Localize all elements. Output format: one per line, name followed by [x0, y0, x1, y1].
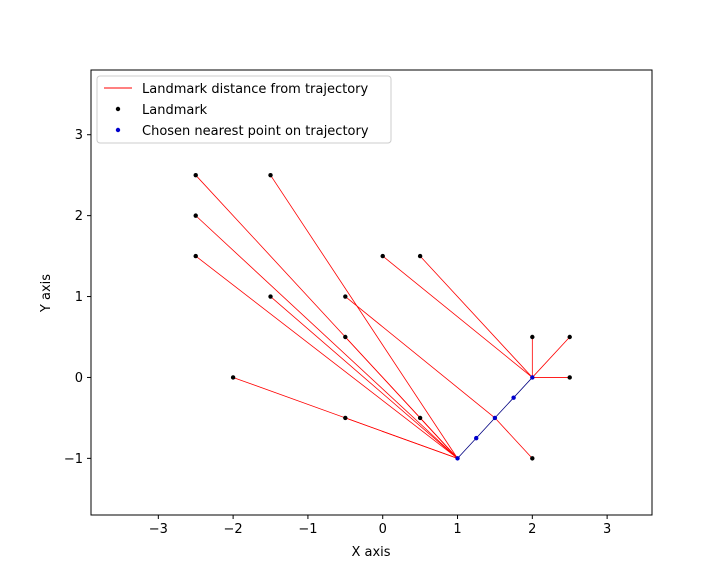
legend-label-distance: Landmark distance from trajectory [142, 82, 368, 97]
distance-line [345, 417, 458, 459]
landmark-point [343, 334, 348, 340]
distance-line [494, 417, 533, 459]
landmark-point [380, 253, 385, 259]
legend: Landmark distance from trajectory Landma… [96, 75, 392, 144]
distance-line [532, 336, 571, 378]
y-tick-label: −1 [64, 452, 83, 467]
x-tick-label: −2 [224, 522, 243, 537]
distance-line [195, 215, 458, 459]
distance-line [419, 417, 458, 459]
distance-line [270, 174, 458, 459]
landmark-point [343, 415, 348, 421]
chosen-point [492, 415, 498, 421]
landmark-point [230, 375, 236, 380]
landmark-point [417, 415, 423, 421]
plot-area [90, 69, 653, 516]
landmark-point [530, 334, 535, 340]
x-tick-label: −3 [149, 522, 168, 537]
distance-line [270, 296, 458, 459]
axis-ticks: −3 −2 −1 0 1 2 3 −1 0 1 2 3 [64, 128, 611, 537]
chosen-point [455, 456, 460, 461]
landmark-point [193, 253, 198, 259]
landmark-point [193, 172, 198, 178]
distance-line [419, 255, 533, 378]
legend-label-chosen: Chosen nearest point on trajectory [142, 124, 369, 139]
chosen-point [511, 395, 516, 400]
landmark-point [268, 172, 273, 178]
distance-line [382, 255, 533, 378]
y-axis-label: Y axis [39, 274, 54, 313]
plot-frame [90, 69, 653, 516]
landmark-point [567, 375, 572, 380]
landmark-point [343, 294, 348, 299]
y-tick-label: 1 [75, 290, 83, 305]
landmark-point [530, 456, 535, 461]
chosen-point [530, 375, 535, 380]
y-tick-label: 3 [75, 128, 83, 143]
x-tick-label: 2 [528, 522, 536, 537]
legend-landmark-swatch [115, 106, 121, 112]
distance-line [195, 255, 458, 459]
legend-label-landmark: Landmark [142, 103, 208, 118]
landmark-point [193, 213, 198, 218]
chosen-point [474, 435, 479, 441]
legend-chosen-swatch [115, 127, 121, 133]
x-tick-label: 0 [379, 522, 387, 537]
x-tick-label: 1 [453, 522, 461, 537]
landmark-point [567, 334, 572, 340]
distance-line [345, 296, 496, 419]
landmark-point [417, 253, 423, 259]
x-axis-label: X axis [351, 545, 390, 560]
y-tick-label: 0 [75, 371, 83, 386]
x-tick-label: 3 [603, 522, 611, 537]
x-tick-label: −1 [298, 522, 317, 537]
landmark-point [268, 294, 273, 299]
legend-box [96, 75, 392, 144]
y-tick-label: 2 [75, 209, 83, 224]
